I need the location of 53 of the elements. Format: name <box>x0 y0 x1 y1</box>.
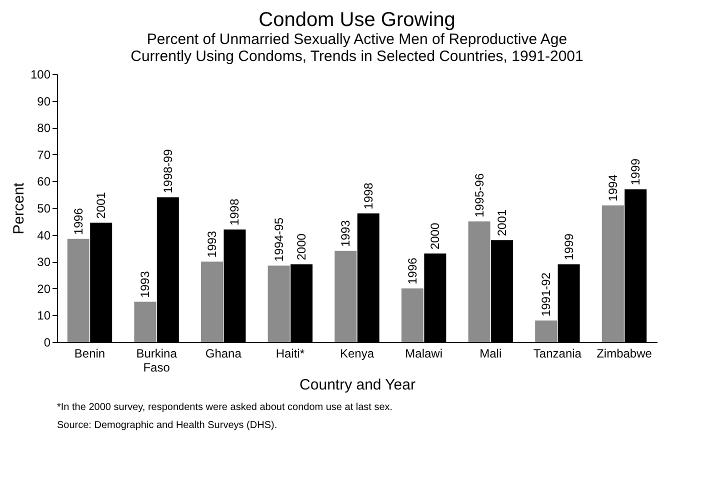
x-tick-label: Malawi <box>405 346 442 360</box>
text: *In the 2000 survey, respondents were asked about condom use at last sex. <box>57 402 393 413</box>
bar <box>134 302 156 342</box>
y-tick-label: 0 <box>44 336 51 350</box>
y-tick-label: 70 <box>37 148 51 162</box>
annotation: 1993 <box>338 220 353 247</box>
y-axis-title: Percent <box>10 182 28 234</box>
y-tick-label: 60 <box>37 174 51 189</box>
annotation: 1994-95 <box>272 217 286 262</box>
y-tick-label: 30 <box>37 255 51 270</box>
source-note: Source: Demographic and Health Surveys (DHS). <box>57 420 278 431</box>
annotation: 1993 <box>205 230 220 258</box>
x-axis-title: Country and Year <box>300 376 416 394</box>
bar <box>201 262 224 342</box>
y-tick-label: 90 <box>37 94 51 108</box>
annotation: 2000 <box>294 233 309 260</box>
x-tick-label: Ghana <box>205 346 242 360</box>
x-tick-label: Benin <box>74 346 106 360</box>
y-tick-label: 20 <box>37 282 51 296</box>
annotation: 1993 <box>138 270 152 298</box>
bar <box>268 266 290 342</box>
annotation: 1991-92 <box>539 272 554 317</box>
y-tick-label: 40 <box>37 228 51 242</box>
chart-subtitle: Percent of Unmarried Sexually Active Men of Reproductive Age Currently Using Condoms, Trends in Selected Countries, 1991-2001 <box>130 31 584 65</box>
y-tick-label: 10 <box>37 308 51 323</box>
annotation: 1999 <box>628 158 643 186</box>
x-tick-label: Haiti* <box>276 346 305 360</box>
x-tick-label: Kenya <box>340 346 374 360</box>
annotation: 2001 <box>494 209 509 236</box>
annotation: 1995-96 <box>472 173 486 218</box>
bar <box>602 205 624 342</box>
annotation: 1994 <box>606 174 620 202</box>
chart-title: Condom Use Growing <box>258 9 456 31</box>
annotation: 1996 <box>71 208 86 235</box>
annotation: 2001 <box>94 192 108 219</box>
bar <box>334 250 357 342</box>
annotation: 1996 <box>405 257 420 284</box>
bar <box>401 288 424 342</box>
y-tick-label: 100 <box>30 68 51 82</box>
bar <box>468 221 490 342</box>
annotation: 1998 <box>228 198 242 226</box>
x-tick-label: Burkina Faso <box>136 346 178 374</box>
annotation: 2000 <box>428 222 442 250</box>
y-tick-label: 80 <box>37 121 51 136</box>
annotation: 1998-99 <box>160 148 175 194</box>
annotation: 1998 <box>361 182 376 210</box>
x-tick-label: Mali <box>480 346 502 360</box>
y-tick-label: 50 <box>37 202 51 216</box>
x-tick-label: Tanzania <box>533 346 582 360</box>
bar <box>67 238 90 342</box>
annotation: 1999 <box>562 233 576 260</box>
x-tick-label: Zimbabwe <box>596 346 652 360</box>
bar <box>535 320 558 342</box>
